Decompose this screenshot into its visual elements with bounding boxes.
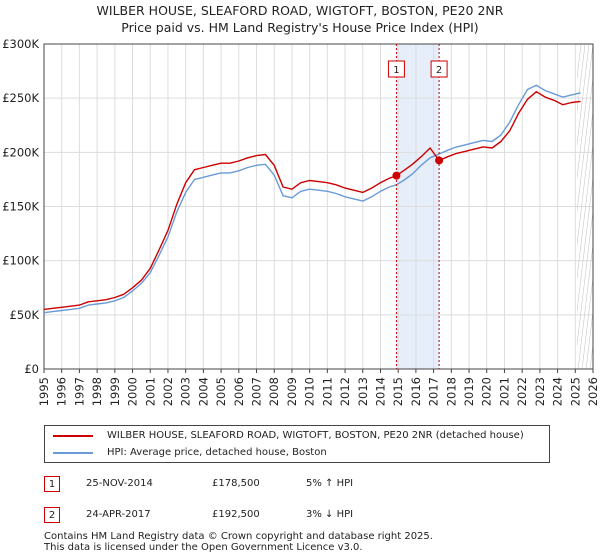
y-tick-label: £250K bbox=[2, 91, 39, 105]
sale-number-box bbox=[387, 60, 405, 78]
sale-number-label: 1 bbox=[393, 65, 399, 76]
attribution-footer: Contains HM Land Registry data © Crown c… bbox=[44, 531, 433, 553]
x-tick-label: 2013 bbox=[356, 377, 370, 406]
sale-price: £178,500 bbox=[212, 478, 260, 489]
x-tick-label: 2004 bbox=[196, 377, 210, 406]
x-tick-label: 2001 bbox=[143, 377, 157, 406]
legend-price-label: WILBER HOUSE, SLEAFORD ROAD, WIGTOFT, BO… bbox=[107, 430, 524, 441]
x-tick-label: 1995 bbox=[37, 377, 51, 406]
x-tick-label: 2014 bbox=[373, 377, 387, 406]
sale-number-label: 2 bbox=[436, 65, 442, 76]
sale-point bbox=[435, 156, 444, 165]
x-tick-label: 2007 bbox=[250, 377, 264, 406]
y-tick-label: £150K bbox=[2, 200, 39, 214]
legend-hpi-swatch bbox=[53, 452, 93, 454]
sale-hpi-diff: 3% ↓ HPI bbox=[306, 509, 354, 520]
forecast-hatch bbox=[577, 241, 593, 369]
x-tick-label: 2010 bbox=[303, 377, 317, 406]
x-tick-label: 2024 bbox=[551, 377, 565, 406]
sale-row: 2 24-APR-2017 £192,500 3% ↓ HPI bbox=[44, 505, 404, 525]
x-tick-label: 2011 bbox=[320, 377, 334, 406]
x-tick-label: 2020 bbox=[480, 377, 494, 406]
x-tick-label: 1996 bbox=[55, 377, 69, 406]
x-tick-label: 1998 bbox=[90, 377, 104, 406]
y-tick-label: £100K bbox=[2, 254, 39, 268]
x-tick-label: 2016 bbox=[409, 377, 423, 406]
forecast-hatch bbox=[577, 108, 593, 247]
x-tick-label: 2025 bbox=[568, 377, 582, 406]
x-tick-label: 2017 bbox=[427, 377, 441, 406]
forecast-hatch bbox=[577, 141, 593, 280]
forecast-hatch bbox=[577, 44, 590, 147]
sale-date: 24-APR-2017 bbox=[86, 509, 151, 520]
x-tick-label: 2021 bbox=[497, 377, 511, 406]
forecast-hatch bbox=[577, 44, 586, 114]
x-tick-label: 2012 bbox=[338, 377, 352, 406]
legend-hpi-label: HPI: Average price, detached house, Bost… bbox=[107, 447, 327, 458]
forecast-hatch bbox=[577, 44, 593, 180]
footer-line-2: This data is licensed under the Open Gov… bbox=[44, 542, 363, 553]
hpi-line bbox=[43, 84, 581, 314]
chart-legend: WILBER HOUSE, SLEAFORD ROAD, WIGTOFT, BO… bbox=[44, 425, 550, 463]
sale-number-box bbox=[430, 60, 448, 78]
sale-marker-badge: 2 bbox=[44, 507, 60, 523]
x-tick-label: 2018 bbox=[444, 377, 458, 406]
x-tick-label: 2005 bbox=[214, 377, 228, 406]
x-tick-label: 2026 bbox=[586, 377, 600, 406]
sale-price: £192,500 bbox=[212, 509, 260, 520]
chart-title-line-2: Price paid vs. HM Land Registry's House … bbox=[121, 20, 479, 35]
forecast-hatch bbox=[594, 44, 600, 369]
sale-point bbox=[392, 171, 401, 180]
price-paid-line bbox=[43, 90, 581, 311]
chart-title-line-1: WILBER HOUSE, SLEAFORD ROAD, WIGTOFT, BO… bbox=[96, 3, 504, 18]
sale-row: 1 25-NOV-2014 £178,500 5% ↑ HPI bbox=[44, 474, 404, 494]
x-tick-label: 2009 bbox=[285, 377, 299, 406]
x-tick-label: 2002 bbox=[161, 377, 175, 406]
forecast-hatch bbox=[577, 75, 593, 214]
chart-title: WILBER HOUSE, SLEAFORD ROAD, WIGTOFT, BO… bbox=[0, 2, 600, 36]
plot-frame bbox=[43, 43, 594, 370]
y-tick-label: £0 bbox=[24, 362, 39, 376]
y-tick-label: £300K bbox=[2, 37, 39, 51]
footer-line-1: Contains HM Land Registry data © Crown c… bbox=[44, 531, 433, 542]
forecast-hatch bbox=[577, 208, 593, 347]
x-tick-label: 2019 bbox=[462, 377, 476, 406]
x-tick-label: 2015 bbox=[391, 377, 405, 406]
x-tick-label: 2003 bbox=[179, 377, 193, 406]
x-tick-label: 2022 bbox=[515, 377, 529, 406]
x-tick-label: 1999 bbox=[108, 377, 122, 406]
x-tick-label: 2006 bbox=[232, 377, 246, 406]
y-tick-label: £200K bbox=[2, 145, 39, 159]
sale-date: 25-NOV-2014 bbox=[86, 478, 153, 489]
x-tick-label: 2023 bbox=[533, 377, 547, 406]
forecast-hatch bbox=[581, 275, 593, 369]
y-tick-label: £50K bbox=[10, 308, 40, 322]
forecast-hatch bbox=[577, 175, 593, 314]
x-tick-label: 2000 bbox=[126, 377, 140, 406]
x-tick-label: 2008 bbox=[267, 377, 281, 406]
sale-marker-badge: 1 bbox=[44, 476, 60, 492]
x-tick-label: 1997 bbox=[72, 377, 86, 406]
legend-price-swatch bbox=[53, 435, 93, 437]
sale-hpi-diff: 5% ↑ HPI bbox=[306, 478, 354, 489]
